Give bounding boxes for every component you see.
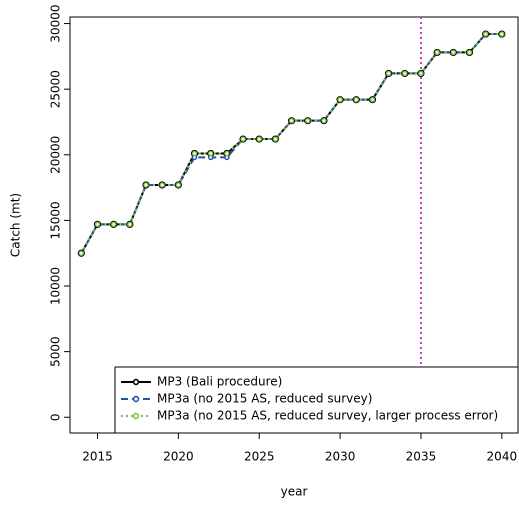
data-point [305, 117, 311, 124]
data-point [337, 96, 343, 103]
data-point [434, 49, 440, 56]
data-point [110, 221, 117, 228]
legend-label: MP3 (Bali procedure) [157, 375, 282, 389]
data-point [256, 136, 262, 142]
legend-point [132, 378, 140, 386]
data-point [94, 221, 101, 228]
data-point [418, 70, 424, 77]
data-point [208, 150, 214, 157]
x-tick-label: 2020 [163, 450, 194, 464]
x-axis-label: year [281, 485, 308, 499]
data-point [482, 31, 489, 37]
y-axis-label: Catch (mt) [9, 193, 23, 257]
data-point [499, 31, 505, 37]
data-point [224, 150, 230, 157]
data-point [321, 117, 327, 124]
y-tick-label: 10000 [49, 267, 63, 305]
x-tick-label: 2030 [325, 450, 356, 464]
series-line [80, 33, 502, 254]
data-point [402, 70, 408, 77]
series-line [80, 33, 502, 254]
data-point [385, 70, 392, 77]
legend-label: MP3a (no 2015 AS, reduced survey) [157, 392, 372, 406]
data-point [466, 49, 473, 56]
legend-label: MP3a (no 2015 AS, reduced survey, larger… [157, 409, 498, 423]
data-point [78, 250, 85, 256]
x-tick-label: 2015 [82, 450, 113, 464]
data-point [369, 96, 376, 103]
data-point [127, 221, 133, 228]
data-point [240, 136, 246, 142]
x-tick-label: 2040 [487, 450, 518, 464]
data-point [353, 96, 359, 103]
y-tick-label: 25000 [49, 70, 63, 108]
x-tick-label: 2025 [244, 450, 275, 464]
data-point [450, 49, 457, 56]
y-tick-label: 20000 [49, 136, 63, 174]
data-point [159, 182, 165, 188]
legend-point [132, 395, 140, 403]
data-point [143, 182, 149, 188]
legend-box [114, 366, 519, 434]
y-tick-label: 0 [49, 413, 63, 421]
data-point [272, 136, 279, 142]
y-tick-label: 30000 [49, 4, 63, 42]
series-line [80, 33, 502, 254]
y-tick-label: 5000 [49, 336, 63, 367]
data-point [175, 182, 182, 188]
y-tick-label: 15000 [49, 201, 63, 239]
data-point [191, 150, 198, 157]
legend-point [132, 412, 140, 420]
x-tick-label: 2035 [406, 450, 437, 464]
data-point [288, 117, 295, 124]
